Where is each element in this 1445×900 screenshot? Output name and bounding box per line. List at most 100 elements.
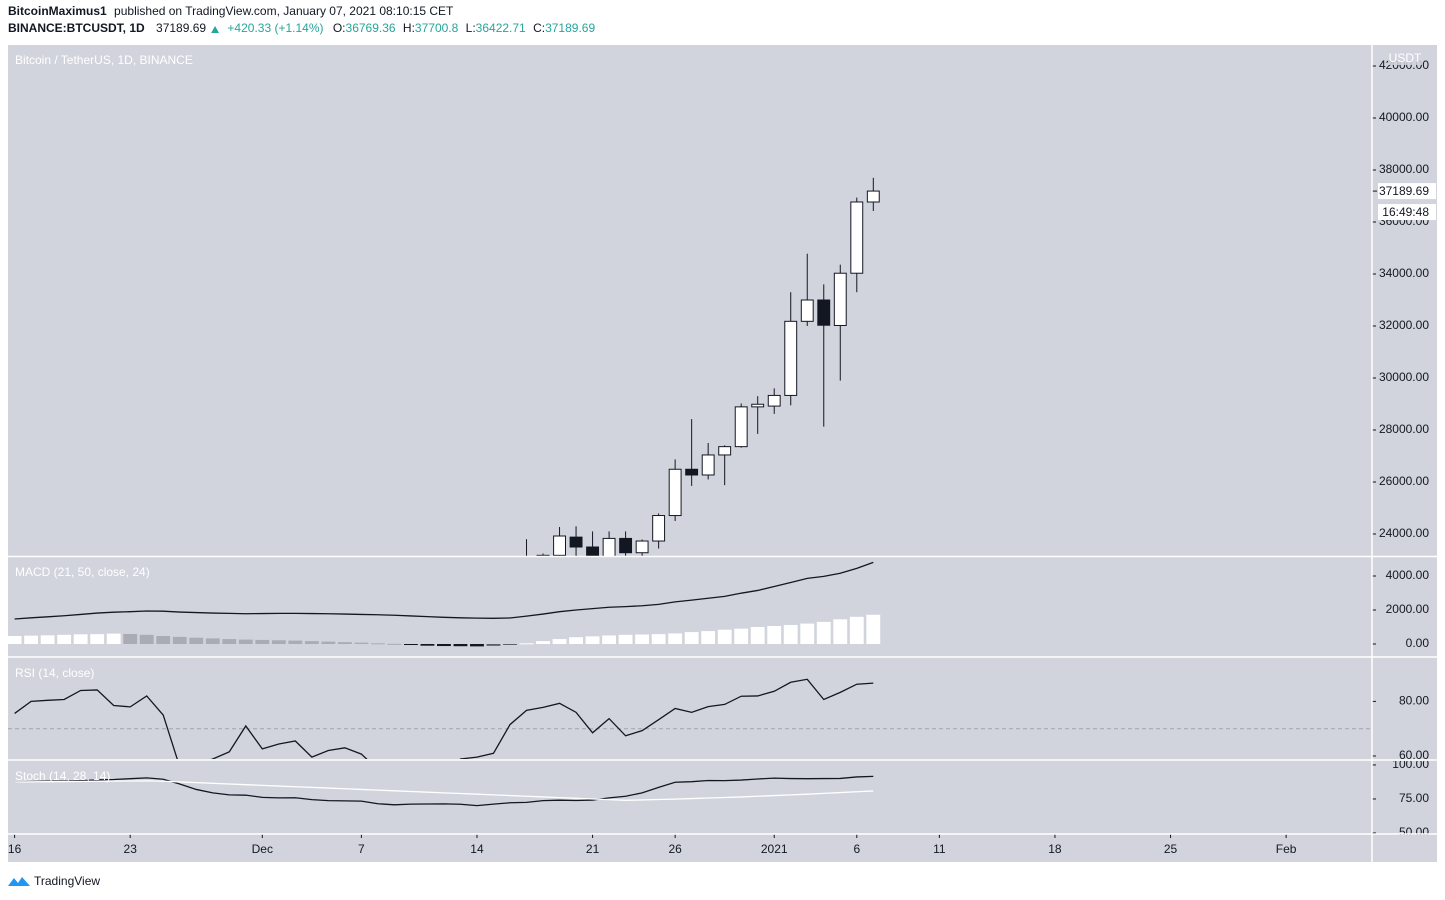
ohlc-label: C: (533, 21, 545, 35)
ohlc-label: O: (333, 21, 346, 35)
histogram-bar (717, 629, 732, 644)
x-tick-label: 6 (853, 842, 860, 856)
symbol-line: BINANCE:BTCUSDT, 1D 37189.69 +420.33 (+1… (8, 21, 595, 35)
axis-pane: 60.00 80.00 (1372, 694, 1429, 762)
candle-body (718, 446, 732, 456)
candle-body (652, 515, 666, 542)
stoch-line (14, 775, 874, 807)
histogram-bar (40, 635, 55, 644)
histogram-bar (668, 633, 683, 644)
histogram-bar (750, 627, 765, 644)
histogram-bar (783, 624, 798, 644)
histogram-bar (420, 643, 435, 646)
candle-body (767, 394, 781, 407)
candle-body (751, 403, 765, 408)
pane-title: MACD (21, 50, close, 24) (15, 565, 150, 579)
histogram-bar (156, 636, 171, 644)
candle-body (817, 299, 831, 326)
x-tick-label: 26 (668, 842, 682, 856)
histogram-bar (238, 639, 253, 644)
histogram-bar (866, 614, 881, 644)
histogram-bar (618, 634, 633, 644)
candle-body (866, 190, 880, 203)
histogram-bar (205, 638, 220, 644)
candle-body (586, 546, 600, 556)
y-tick-label: 60.00 (1399, 748, 1429, 762)
y-tick-label: 0.00 (1406, 636, 1430, 650)
histogram-bar (503, 643, 517, 645)
y-tick-label: 80.00 (1399, 694, 1429, 708)
y-tick-label: 24000.00 (1379, 526, 1429, 540)
histogram-bar (767, 625, 782, 644)
x-tick-label: 14 (470, 842, 484, 856)
up-arrow-icon (211, 26, 220, 33)
x-tick-label: 23 (124, 842, 138, 856)
price-tag-label: 37189.69 (1379, 184, 1429, 198)
histogram-bar (337, 642, 352, 644)
histogram-bar (536, 641, 550, 644)
histogram-bar (519, 643, 534, 645)
candle-body (734, 406, 748, 448)
y-tick-label: 34000.00 (1379, 266, 1429, 280)
histogram-bar (24, 635, 39, 644)
pane (14, 775, 874, 807)
unit-label: USDT (1389, 51, 1422, 65)
histogram-bar (486, 643, 501, 646)
y-tick-label: 32000.00 (1379, 318, 1429, 332)
x-tick-label: 7 (358, 842, 365, 856)
histogram-bar (222, 639, 237, 644)
histogram-bar (453, 643, 468, 647)
logo-icon (8, 877, 30, 886)
published: published on TradingView.com, January 07… (114, 4, 454, 18)
histogram-bar (800, 623, 815, 644)
axis-pane: 24000.00 26000.00 28000.00 30000.00 32000.00… (1372, 58, 1429, 540)
footer-brand: TradingView (34, 874, 100, 888)
histogram-bar (321, 641, 336, 644)
histogram-bar (734, 628, 749, 644)
histogram-bar (569, 637, 583, 644)
symbol: BINANCE:BTCUSDT, 1D (8, 21, 145, 35)
candle-body (685, 468, 699, 476)
histogram-bar (73, 634, 88, 644)
candle-body (833, 272, 847, 326)
x-tick-label: 18 (1048, 842, 1062, 856)
candle-body (800, 299, 814, 322)
y-tick-label: 75.00 (1399, 791, 1429, 805)
histogram-bar (470, 643, 484, 647)
y-tick-label: 30000.00 (1379, 370, 1429, 384)
ohlc-label: H: (403, 21, 415, 35)
y-tick-label: 50.00 (1399, 825, 1429, 839)
candle-body (619, 537, 633, 554)
rsi-line (14, 678, 874, 759)
author: BitcoinMaximus1 (8, 4, 107, 18)
close-value: 37189.69 (545, 21, 595, 35)
histogram-bar (552, 639, 567, 644)
histogram-bar (139, 634, 154, 644)
countdown-box (1378, 204, 1436, 221)
histogram-bar (651, 634, 666, 644)
histogram-bar (403, 643, 418, 646)
histogram-bar (8, 636, 22, 644)
pane (526, 177, 880, 556)
histogram-bar (57, 634, 72, 644)
candle-body (784, 320, 798, 396)
histogram-bar (271, 640, 286, 644)
histogram-bar (684, 632, 699, 644)
ohlc-label: L: (466, 21, 476, 35)
countdown: 16:49:48 (1382, 205, 1429, 219)
pane (8, 561, 881, 647)
histogram-bar (816, 621, 831, 644)
x-tick-label: 2021 (761, 842, 788, 856)
open-value: 36769.36 (346, 21, 396, 35)
low-value: 36422.71 (476, 21, 526, 35)
histogram-bar (354, 642, 369, 644)
x-tick-label: Dec (252, 842, 273, 856)
histogram-bar (288, 640, 303, 644)
tradingview-logo (8, 877, 30, 886)
pane (8, 678, 1372, 759)
x-tick-label: Feb (1276, 842, 1297, 856)
histogram-bar (833, 619, 848, 644)
macd-line (14, 561, 874, 620)
histogram-bar (387, 643, 402, 645)
